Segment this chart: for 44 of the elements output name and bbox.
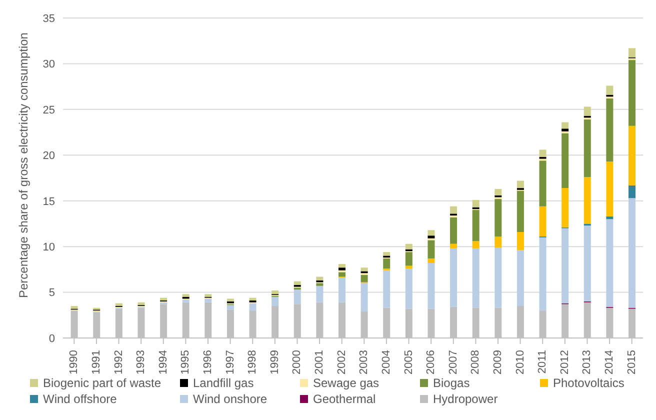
- x-tick-label: 2014: [604, 350, 616, 374]
- x-tick-label: 1991: [90, 350, 102, 374]
- legend-label: Biogas: [433, 376, 470, 390]
- x-tick-label: 2012: [558, 350, 571, 374]
- x-tick-label: 1995: [180, 350, 192, 374]
- legend-label: Photovoltaics: [553, 376, 624, 390]
- x-tick-label: 1994: [157, 350, 170, 374]
- x-tick-label: 2007: [447, 350, 460, 374]
- x-tick-label: 2005: [402, 350, 415, 374]
- x-tick-label: 2006: [425, 350, 438, 374]
- y-tick-label: 5: [48, 287, 55, 300]
- y-tick-label: 20: [42, 150, 55, 162]
- x-tick-label: 1993: [135, 350, 148, 374]
- y-tick-label: 30: [42, 58, 55, 71]
- x-tick-label: 2000: [291, 350, 304, 374]
- legend-label: Wind offshore: [43, 392, 117, 406]
- y-axis-title: Percentage share of gross electricity consumption: [16, 32, 30, 298]
- legend-label: Sewage gas: [313, 376, 380, 390]
- y-tick-label: 0: [48, 332, 55, 345]
- x-tick-label: 2001: [314, 350, 326, 374]
- x-tick-label: 2008: [470, 350, 482, 374]
- x-tick-label: 2003: [358, 350, 370, 374]
- legend-label: Geothermal: [313, 392, 376, 406]
- x-tick-label: 1998: [246, 350, 259, 374]
- legend-label: Hydropower: [433, 392, 498, 406]
- y-tick-label: 35: [42, 12, 55, 25]
- x-tick-label: 1997: [224, 350, 236, 374]
- y-tick-label: 15: [42, 196, 55, 208]
- x-tick-label: 2010: [514, 350, 526, 374]
- x-tick-label: 2002: [336, 350, 348, 374]
- x-tick-label: 1990: [68, 350, 80, 374]
- x-tick-label: 2004: [380, 350, 392, 374]
- legend-label: Landfill gas: [193, 376, 254, 390]
- x-tick-label: 2015: [626, 350, 638, 374]
- legend-label: Biogenic part of waste: [43, 376, 162, 390]
- x-tick-label: 1996: [202, 350, 214, 374]
- x-tick-label: 2011: [536, 350, 549, 374]
- x-tick-label: 2013: [581, 350, 594, 374]
- y-tick-label: 10: [42, 241, 55, 254]
- x-tick-label: 1999: [268, 350, 281, 374]
- x-tick-label: 1992: [112, 350, 125, 374]
- x-tick-label: 2009: [492, 350, 504, 374]
- y-tick-label: 25: [42, 104, 55, 116]
- legend-label: Wind onshore: [193, 392, 268, 406]
